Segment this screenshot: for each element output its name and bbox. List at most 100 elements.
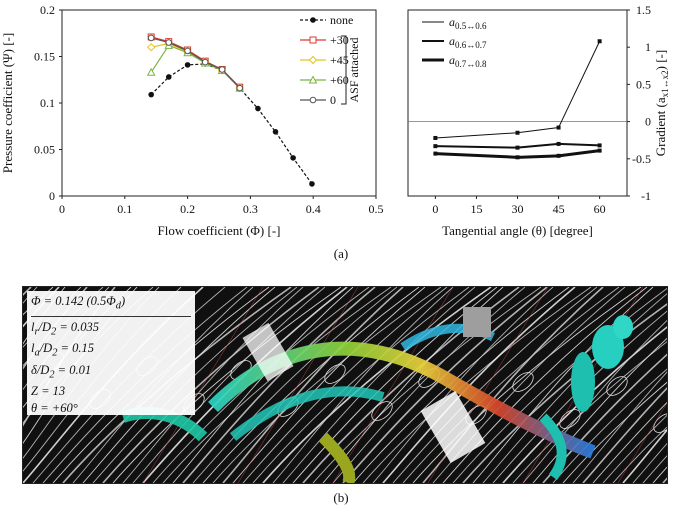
y-tick-label: 1 bbox=[645, 40, 651, 54]
param-clearance: δ/D2 = 0.01 bbox=[31, 362, 92, 381]
param-flow-coefficient: Φ = 0.142 (0.5Φd) bbox=[31, 293, 191, 317]
legend-group-label: ASF attached bbox=[347, 38, 361, 103]
data-point bbox=[184, 62, 191, 68]
streamline bbox=[532, 337, 667, 483]
streamline bbox=[432, 287, 626, 483]
x-tick-label: 45 bbox=[553, 202, 565, 216]
streamline bbox=[262, 287, 492, 483]
data-point bbox=[308, 75, 318, 84]
grid-line bbox=[142, 287, 264, 483]
x-axis-label: Tangential angle (θ) [degree] bbox=[442, 223, 593, 238]
x-tick-label: 0 bbox=[432, 202, 438, 216]
data-point bbox=[433, 151, 438, 156]
y-tick-label: 0.1 bbox=[40, 96, 55, 110]
streamline bbox=[482, 293, 667, 483]
x-tick-label: 0.3 bbox=[243, 202, 258, 216]
series-line-0.5↔0.6 bbox=[435, 41, 601, 139]
data-point bbox=[310, 17, 316, 23]
streamline bbox=[462, 303, 667, 483]
data-point bbox=[272, 129, 279, 135]
x-tick-label: 30 bbox=[512, 202, 524, 216]
series-line-none bbox=[150, 63, 313, 185]
streamline bbox=[492, 310, 667, 483]
streamline bbox=[622, 428, 667, 483]
x-tick-label: 15 bbox=[470, 202, 482, 216]
data-point bbox=[290, 155, 296, 161]
data-point bbox=[146, 67, 156, 76]
streamline bbox=[642, 455, 667, 483]
streamline bbox=[282, 287, 476, 483]
y-tick-label: 0.2 bbox=[40, 3, 55, 17]
streamline bbox=[552, 368, 667, 483]
param-blade-number: Z = 13 bbox=[31, 384, 66, 398]
vortex-streamline bbox=[512, 372, 534, 392]
y-tick-label: 0.05 bbox=[34, 143, 55, 157]
streamline bbox=[602, 414, 667, 483]
grid-line bbox=[617, 402, 667, 483]
streamline bbox=[562, 381, 667, 483]
streamline bbox=[312, 287, 542, 483]
streamline bbox=[252, 287, 470, 483]
legend-entry-+60: +60 bbox=[330, 73, 349, 87]
streamline bbox=[132, 287, 326, 483]
data-point bbox=[165, 74, 172, 80]
flow-visualization: Φ = 0.142 (0.5Φd) lr/D2 = 0.035 la/D2 = … bbox=[22, 286, 668, 484]
plot-frame bbox=[61, 9, 377, 197]
data-point bbox=[515, 155, 520, 160]
streamline bbox=[632, 442, 667, 483]
y-axis-label: Gradient (ax1↔x2) [-] bbox=[653, 50, 670, 156]
streamline bbox=[152, 287, 370, 483]
data-point bbox=[433, 144, 438, 149]
x-tick-label: 0.1 bbox=[117, 202, 132, 216]
data-point bbox=[597, 39, 602, 44]
legend-entry-+45: +45 bbox=[330, 53, 349, 67]
data-point bbox=[309, 96, 317, 104]
data-point bbox=[433, 135, 438, 140]
pressure-coefficient-chart: 0 0.1 0.2 0.3 0.4 0.5 0 0.05 0.1 0.15 0.2 Flow coef… bbox=[0, 3, 384, 238]
data-point bbox=[309, 36, 317, 44]
y-tick-label: 0 bbox=[49, 189, 55, 203]
grid-line bbox=[332, 287, 454, 483]
legend-bracket bbox=[341, 35, 347, 105]
y-tick-label: 0.5 bbox=[636, 77, 651, 91]
data-point bbox=[165, 39, 173, 46]
y-tick-label: 0.15 bbox=[34, 50, 55, 64]
y-tick-label: -1 bbox=[641, 189, 651, 203]
legend-entry: a0.5↔0.6 bbox=[449, 15, 487, 31]
streamline bbox=[192, 287, 398, 483]
vortex-streamline bbox=[606, 376, 628, 396]
y-tick-label: 1.5 bbox=[636, 3, 651, 17]
data-point bbox=[201, 58, 209, 66]
streamline bbox=[512, 341, 667, 483]
data-point bbox=[556, 141, 561, 146]
series-line-+60 bbox=[150, 44, 241, 89]
y-tick-label: 0 bbox=[645, 115, 651, 129]
x-tick-label: 0.4 bbox=[306, 202, 321, 216]
streamline bbox=[272, 287, 454, 483]
streamline bbox=[342, 287, 548, 483]
data-point bbox=[515, 145, 520, 150]
data-point bbox=[236, 84, 244, 92]
data-point bbox=[308, 55, 318, 65]
streamline bbox=[442, 287, 648, 483]
series-line-+45 bbox=[151, 42, 241, 89]
x-tick-label: 0.2 bbox=[180, 202, 195, 216]
streamline bbox=[172, 287, 354, 483]
data-point bbox=[255, 105, 261, 112]
legend-entry: a0.7↔0.8 bbox=[449, 53, 487, 69]
streamline bbox=[412, 287, 642, 483]
data-point bbox=[556, 153, 561, 158]
x-tick-label: 0 bbox=[59, 202, 65, 216]
data-point bbox=[218, 66, 226, 73]
panel-b-caption: (b) bbox=[333, 490, 349, 505]
parameter-box: Φ = 0.142 (0.5Φd) lr/D2 = 0.035 la/D2 = … bbox=[27, 291, 195, 415]
data-point bbox=[597, 143, 602, 148]
x-tick-label: 60 bbox=[594, 202, 606, 216]
grid-line bbox=[237, 287, 359, 483]
legend-entry-none: none bbox=[330, 13, 353, 27]
param-tangential-angle: θ = +60° bbox=[31, 401, 78, 415]
gradient-chart: 0 15 30 45 60 -1 -0.5 0 0.5 1 1.5 Tangential angle … bbox=[407, 3, 670, 238]
vortex-streamline bbox=[371, 401, 393, 421]
legend-entry-0: 0 bbox=[330, 93, 336, 107]
streamline bbox=[422, 287, 604, 483]
